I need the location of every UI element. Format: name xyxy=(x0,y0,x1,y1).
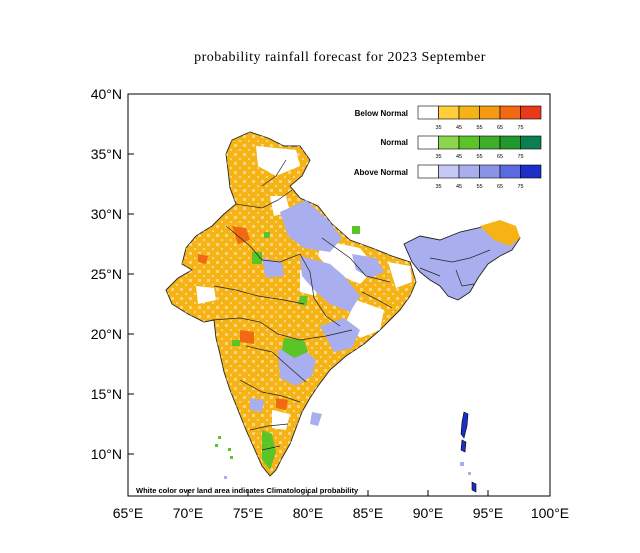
lat-tick-label: 20°N xyxy=(91,326,122,342)
lat-tick-label: 30°N xyxy=(91,206,122,222)
northeast-region xyxy=(403,221,521,301)
legend-swatch xyxy=(438,135,460,150)
legend-swatch xyxy=(479,135,501,150)
legend-tick-label: 45 xyxy=(456,125,462,131)
legend-swatch xyxy=(458,164,480,179)
legend-tick-label: 55 xyxy=(476,184,482,190)
legend-tick-label: 75 xyxy=(517,154,523,160)
longitude-labels: 65°E 70°E 75°E 80°E 85°E 90°E 95°E 100°E xyxy=(113,505,569,521)
map-title: probability rainfall forecast for 2023 S… xyxy=(194,50,486,65)
legend-tick-label: 55 xyxy=(476,125,482,131)
legend: Below Normal 35 45 55 65 75 Normal 35 45 55 65 7… xyxy=(354,105,542,190)
legend-tick-label: 55 xyxy=(476,154,482,160)
lon-tick-label: 65°E xyxy=(113,505,144,521)
lakshadweep-islands xyxy=(215,436,233,479)
footnote: White color over land area indicates Cli… xyxy=(136,486,359,495)
legend-row-above-normal: Above Normal 35 45 55 65 75 xyxy=(354,164,542,190)
axis-ticks xyxy=(127,93,551,496)
legend-tick-label: 65 xyxy=(497,125,503,131)
normal-patches xyxy=(232,226,360,470)
legend-row-below-normal: Below Normal 35 45 55 65 75 xyxy=(355,105,542,131)
legend-tick-label: 65 xyxy=(497,154,503,160)
legend-swatch xyxy=(458,135,480,150)
lat-tick-label: 35°N xyxy=(91,146,122,162)
lon-tick-label: 70°E xyxy=(173,505,204,521)
lat-tick-label: 40°N xyxy=(91,86,122,102)
lon-tick-label: 95°E xyxy=(473,505,504,521)
above-normal-patches xyxy=(250,200,384,426)
lat-tick-label: 15°N xyxy=(91,386,122,402)
legend-tick-label: 45 xyxy=(456,154,462,160)
legend-swatch xyxy=(520,164,542,179)
legend-swatch xyxy=(417,135,439,150)
andaman-nicobar-islands xyxy=(460,411,477,493)
india-forecast-region xyxy=(165,131,521,493)
legend-swatch xyxy=(458,105,480,120)
latitude-labels: 40°N 35°N 30°N 25°N 20°N 15°N 10°N xyxy=(91,86,122,462)
legend-swatch xyxy=(520,105,542,120)
legend-swatch xyxy=(520,135,542,150)
legend-swatch xyxy=(499,105,521,120)
lat-tick-label: 10°N xyxy=(91,446,122,462)
legend-tick-label: 35 xyxy=(435,154,441,160)
northeast-orange xyxy=(480,220,520,246)
legend-label: Below Normal xyxy=(355,109,408,118)
legend-tick-label: 75 xyxy=(517,184,523,190)
legend-swatch xyxy=(499,135,521,150)
below-normal-strong-patches xyxy=(198,226,288,410)
legend-label: Above Normal xyxy=(354,168,408,177)
legend-tick-label: 35 xyxy=(435,184,441,190)
legend-row-normal: Normal 35 45 55 65 75 xyxy=(380,135,542,160)
legend-swatch xyxy=(438,164,460,179)
lon-tick-label: 85°E xyxy=(353,505,384,521)
legend-swatch xyxy=(479,105,501,120)
lon-tick-label: 75°E xyxy=(233,505,264,521)
legend-label: Normal xyxy=(380,138,408,147)
legend-tick-label: 65 xyxy=(497,184,503,190)
legend-tick-label: 35 xyxy=(435,125,441,131)
legend-tick-label: 45 xyxy=(456,184,462,190)
lon-tick-label: 80°E xyxy=(293,505,324,521)
lon-tick-label: 100°E xyxy=(531,505,569,521)
legend-swatch xyxy=(479,164,501,179)
state-boundaries xyxy=(211,159,491,451)
legend-swatch xyxy=(499,164,521,179)
legend-swatch xyxy=(417,105,439,120)
lat-tick-label: 25°N xyxy=(91,266,122,282)
legend-swatch xyxy=(417,164,439,179)
lon-tick-label: 90°E xyxy=(413,505,444,521)
legend-swatch xyxy=(438,105,460,120)
legend-tick-label: 75 xyxy=(517,125,523,131)
